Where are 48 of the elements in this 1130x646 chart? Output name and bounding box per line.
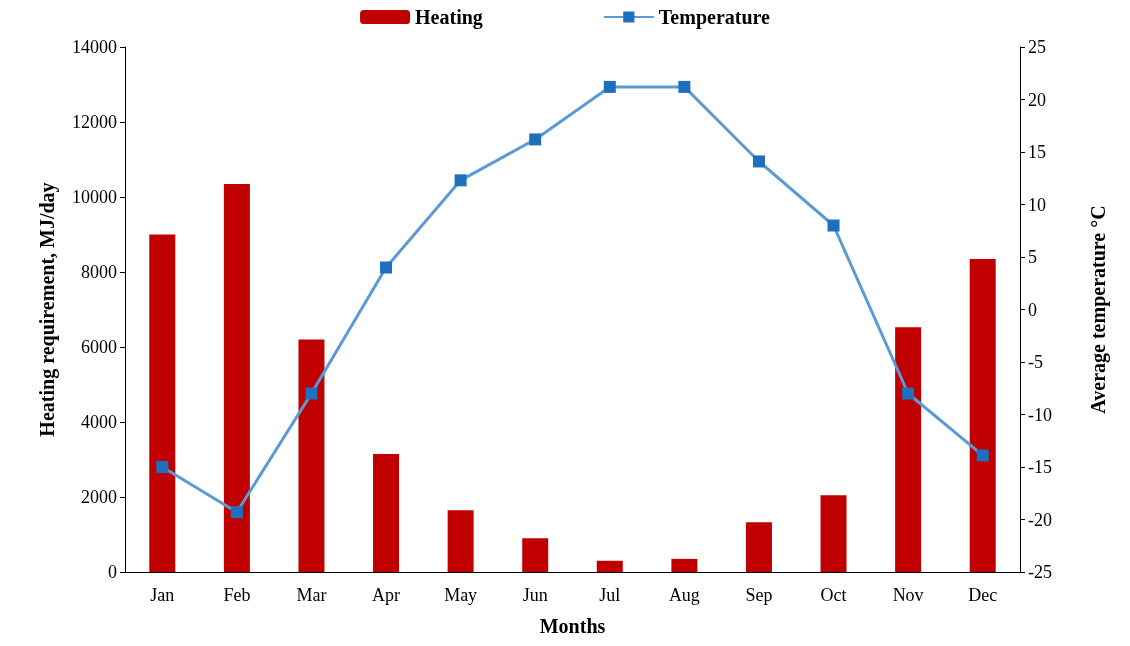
bar — [149, 234, 176, 572]
y-tick-label: 14000 — [72, 37, 117, 57]
x-tick-label: Jan — [150, 585, 175, 605]
bar — [671, 558, 698, 572]
bar — [895, 327, 922, 572]
y2-tick-label: 0 — [1028, 299, 1037, 320]
y-tick-label: 0 — [108, 562, 117, 582]
x-tick-label: Apr — [372, 585, 401, 605]
bar — [969, 258, 996, 572]
x-tick-label: Feb — [223, 585, 251, 605]
y-tick-label: 6000 — [81, 337, 117, 357]
y-tick-label: 4000 — [81, 412, 117, 432]
x-tick-label: Jul — [599, 585, 621, 605]
y2-tick-label: 10 — [1028, 194, 1046, 215]
x-tick-label: Sep — [745, 585, 773, 605]
y2-tick-label: 15 — [1028, 142, 1046, 162]
x-tick-label: Dec — [968, 585, 998, 605]
y2-tick-label: 5 — [1028, 247, 1037, 267]
bar — [820, 495, 847, 572]
y-tick-label: 8000 — [81, 262, 117, 282]
bar — [373, 453, 400, 572]
y-tick-label: 12000 — [72, 112, 117, 132]
x-tick-label: Oct — [820, 585, 847, 605]
y2-tick-label: -25 — [1028, 562, 1052, 582]
y-axis-title: Heating requirement, MJ/day — [36, 182, 59, 437]
x-tick-label: Jun — [522, 585, 548, 605]
y2-tick-label: -10 — [1028, 404, 1052, 425]
bar — [298, 339, 325, 572]
legend-label: Heating — [415, 6, 483, 29]
y2-axis-title: Average temperature °C — [1087, 205, 1110, 414]
y-tick-label: 10000 — [72, 187, 117, 207]
x-tick-label: Mar — [296, 585, 327, 605]
x-tick-label: Aug — [668, 585, 700, 605]
y2-tick-label: 20 — [1028, 89, 1046, 110]
y2-tick-label: -5 — [1028, 352, 1043, 372]
legend-label: Temperature — [658, 6, 771, 29]
x-axis-title: Months — [539, 615, 606, 637]
x-tick-label: Nov — [892, 585, 924, 605]
y-tick-label: 2000 — [81, 487, 117, 507]
bar — [745, 522, 772, 572]
bar — [447, 510, 474, 572]
y2-tick-label: -20 — [1028, 509, 1052, 530]
bar — [223, 183, 250, 572]
x-tick-label: May — [444, 585, 478, 605]
y2-tick-label: -15 — [1028, 457, 1052, 477]
y2-tick-label: 25 — [1028, 37, 1046, 57]
bar — [522, 538, 549, 572]
bar — [596, 560, 623, 572]
